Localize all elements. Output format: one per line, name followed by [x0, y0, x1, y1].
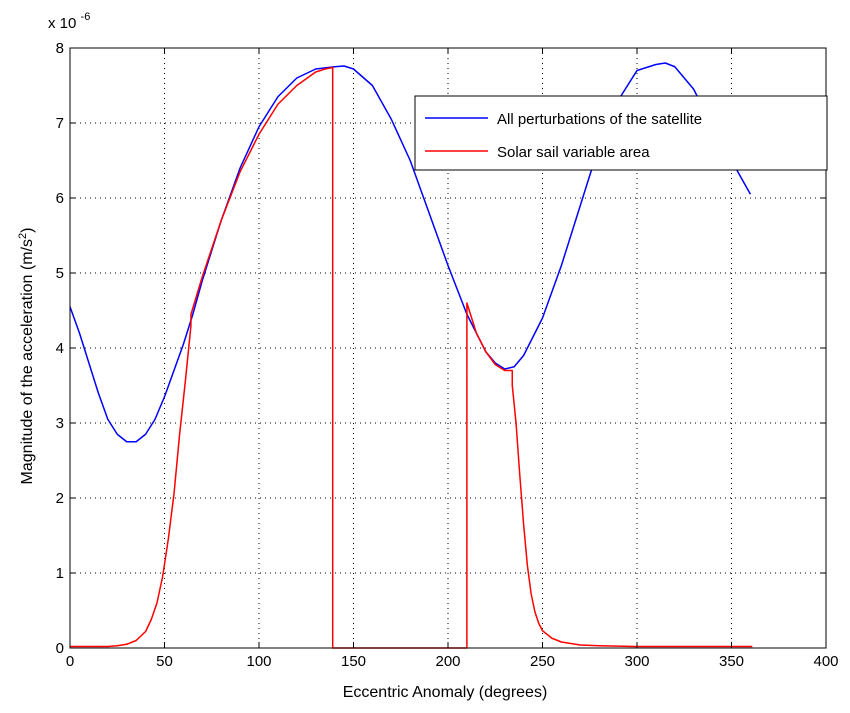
y-tick-label: 1 [56, 565, 64, 582]
x-tick-label: 250 [530, 653, 555, 670]
x-tick-label: 350 [719, 653, 744, 670]
x-tick-label: 400 [813, 653, 838, 670]
y-tick-label: 0 [56, 640, 64, 657]
x-tick-label: 0 [66, 653, 74, 670]
y-tick-label: 7 [56, 115, 64, 132]
y-axis-label: Magnitude of the acceleration (m/s2) [17, 228, 36, 485]
x-tick-label: 200 [435, 653, 460, 670]
x-tick-label: 300 [624, 653, 649, 670]
y-tick-label: 5 [56, 265, 64, 282]
y-tick-label: 4 [56, 340, 64, 357]
y-exponent-label: x 10 -6 [48, 11, 90, 32]
legend-label-all-perturbations: All perturbations of the satellite [497, 111, 702, 128]
x-tick-label: 150 [341, 653, 366, 670]
x-tick-label: 50 [156, 653, 173, 670]
legend: All perturbations of the satellite Solar… [414, 95, 828, 171]
y-tick-label: 8 [56, 40, 64, 57]
axis-ticks: 0 50 100 150 200 250 300 350 400 0 1 2 3 4 5 6 7 8 [56, 40, 839, 670]
grid-lines [70, 48, 826, 648]
legend-box [414, 95, 828, 171]
y-tick-label: 3 [56, 415, 64, 432]
x-tick-label: 100 [246, 653, 271, 670]
legend-label-solar-sail: Solar sail variable area [497, 144, 650, 161]
y-tick-label: 2 [56, 490, 64, 507]
x-axis-label: Eccentric Anomaly (degrees) [343, 684, 548, 701]
y-tick-label: 6 [56, 190, 64, 207]
